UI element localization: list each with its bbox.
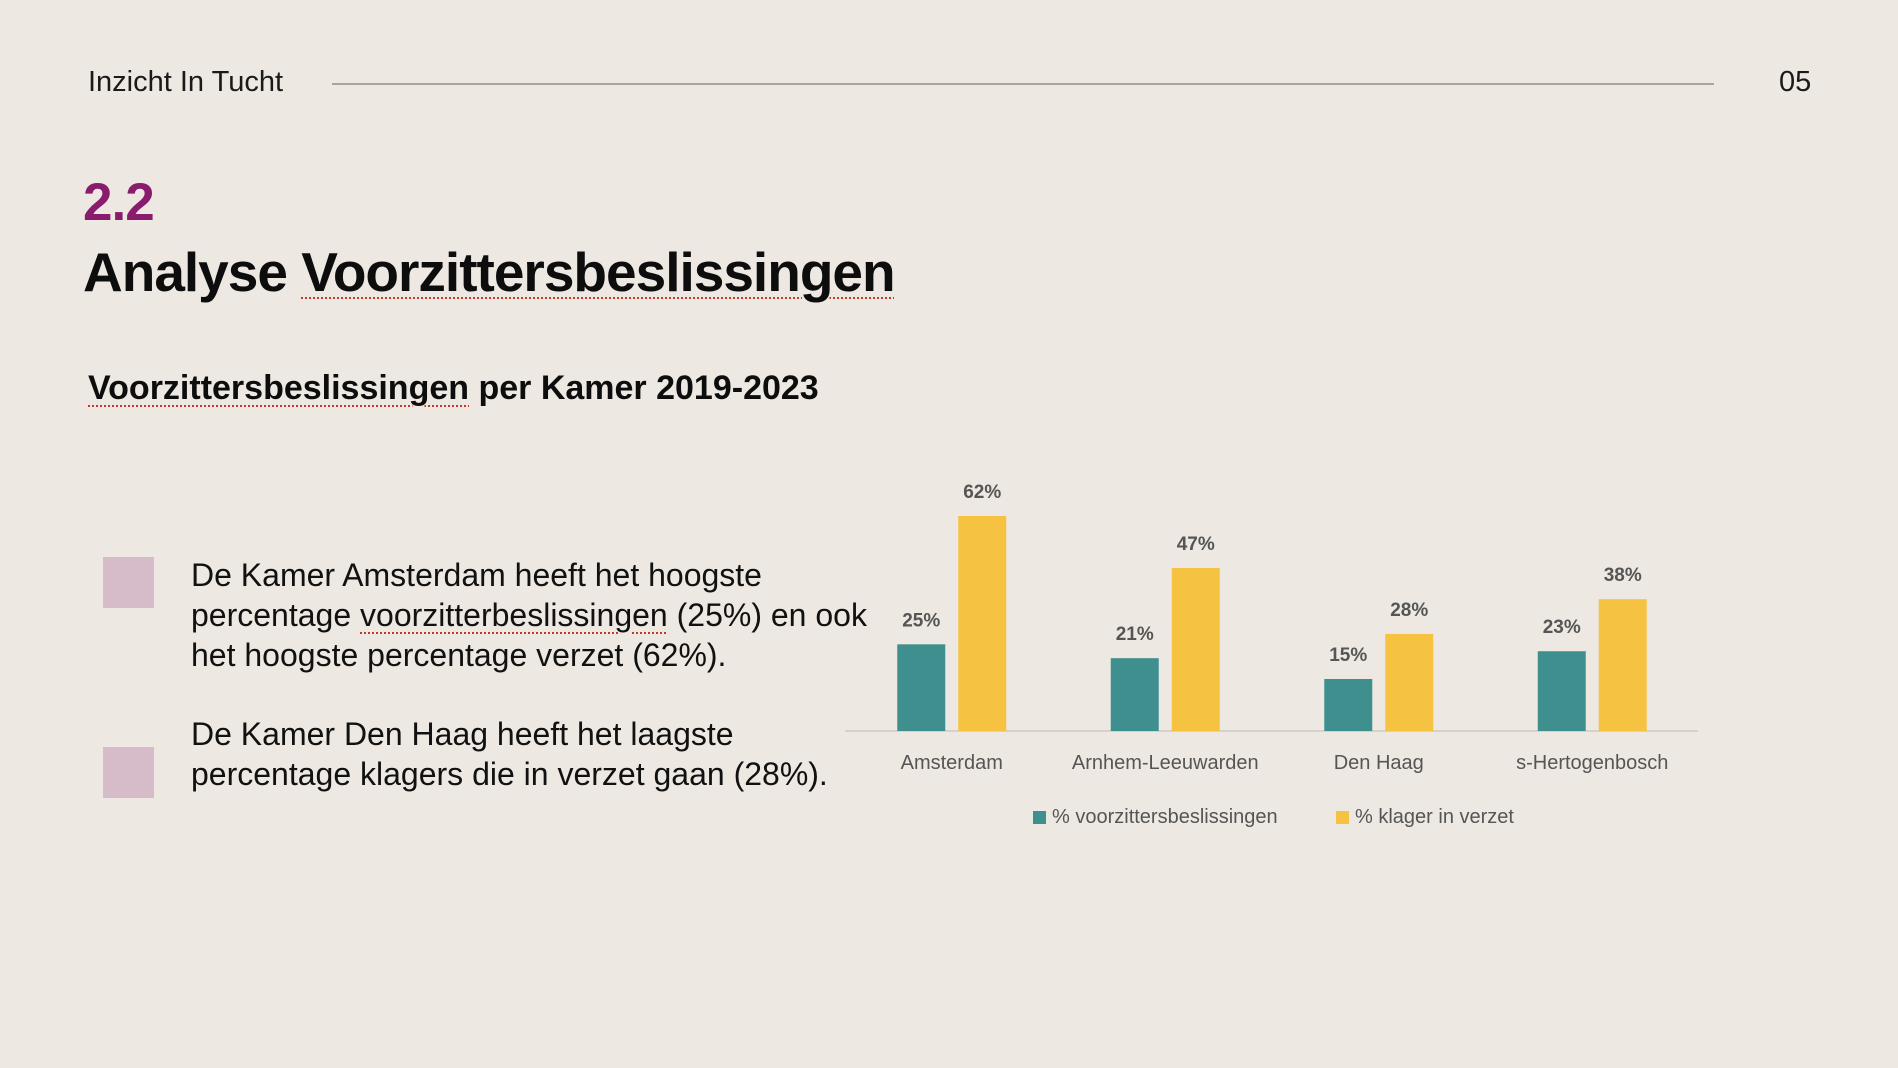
chart-heading-part2: per Kamer 2019-2023 [469, 369, 819, 407]
data-label: 25% [902, 610, 940, 631]
category-label: Arnhem-Leeuwarden [1072, 752, 1259, 774]
data-label: 47% [1177, 534, 1215, 555]
legend-label-2: % klager in verzet [1355, 806, 1514, 828]
header-brand: Inzicht In Tucht [88, 66, 284, 98]
bullet-square-1 [103, 557, 154, 608]
data-label: 15% [1329, 645, 1367, 666]
page-title-part1: Analyse [83, 241, 302, 303]
category-label: s-Hertogenbosch [1516, 752, 1668, 774]
data-label: 21% [1116, 624, 1154, 645]
bullet-text-1c: (25%) en ook het hoogste percentage verz… [191, 597, 867, 673]
bullet-text-1: De Kamer Amsterdam heeft het hoogste per… [191, 555, 871, 675]
bar-voorzitters-1 [897, 644, 946, 731]
bar-verzet-3 [1385, 633, 1434, 731]
bar-voorzitters-2 [1110, 658, 1159, 731]
bar-verzet-2 [1171, 568, 1220, 731]
legend-swatch-2 [1336, 811, 1349, 824]
section-number: 2.2 [83, 173, 155, 232]
page-title: Analyse Voorzittersbeslissingen [83, 240, 896, 304]
data-label: 28% [1390, 600, 1428, 621]
bar-verzet-4 [1598, 599, 1647, 731]
page-number: 05 [1779, 66, 1812, 98]
bullet-text-1a: De Kamer Amsterdam heeft het hoogste per… [191, 557, 762, 633]
chart-heading-part1: Voorzittersbeslissingen [88, 369, 470, 407]
bullet-text-1b: voorzitterbeslissingen [360, 597, 668, 633]
bullet-square-2 [103, 747, 154, 798]
category-label: Den Haag [1334, 752, 1424, 774]
bar-voorzitters-3 [1324, 678, 1373, 731]
bar-chart: 25% 62% Amsterdam 21% 47% Arnhem-Leeuwarden 15… [845, 482, 1698, 828]
bullet-text-2: De Kamer Den Haag heeft het laagste perc… [191, 716, 828, 792]
legend-swatch-1 [1033, 811, 1046, 824]
category-label: Amsterdam [901, 752, 1003, 774]
chart-heading: Voorzittersbeslissingen per Kamer 2019-2… [88, 369, 819, 408]
data-label: 62% [963, 482, 1001, 503]
header-divider [332, 83, 1714, 85]
data-label: 23% [1543, 617, 1581, 638]
bar-voorzitters-4 [1537, 651, 1586, 731]
bar-verzet-1 [958, 516, 1007, 731]
page-title-part2: Voorzittersbeslissingen [301, 241, 895, 303]
data-label: 38% [1604, 565, 1642, 586]
legend-label-1: % voorzittersbeslissingen [1052, 806, 1278, 828]
